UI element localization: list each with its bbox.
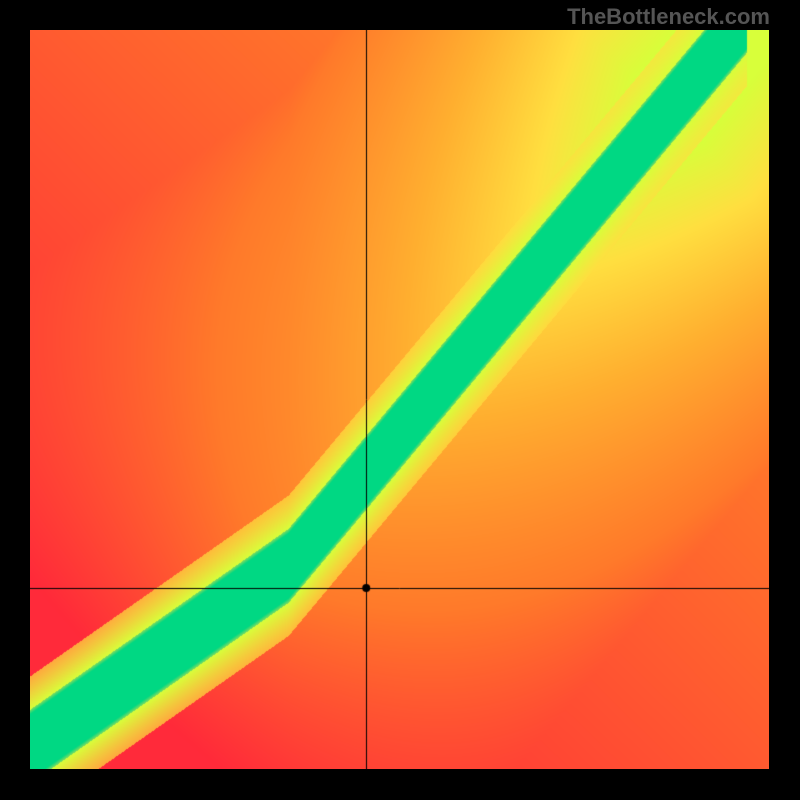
heatmap-plot (30, 30, 769, 769)
attribution-label: TheBottleneck.com (567, 4, 770, 30)
heatmap-canvas (30, 30, 769, 769)
